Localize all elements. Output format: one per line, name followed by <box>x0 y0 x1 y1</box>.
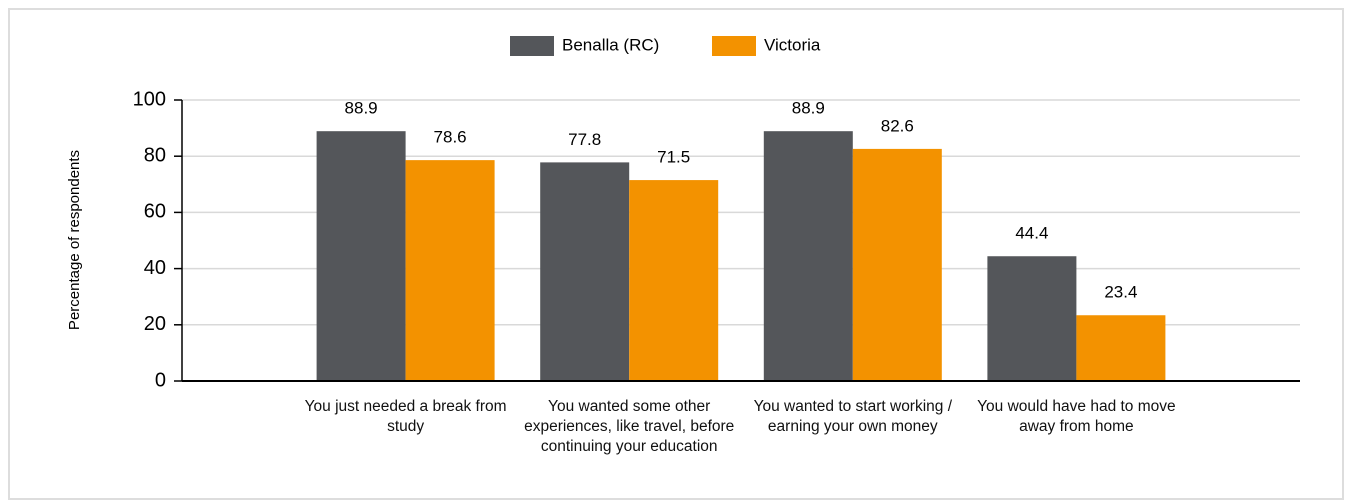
y-tick-label: 60 <box>144 201 166 223</box>
bar <box>763 131 853 381</box>
bar <box>1076 315 1166 381</box>
legend-label: Victoria <box>764 35 821 54</box>
y-tick-label: 40 <box>144 257 166 279</box>
bar <box>405 160 495 381</box>
bar <box>852 148 942 381</box>
data-label: 77.8 <box>568 130 601 149</box>
bar <box>316 131 406 381</box>
data-label: 71.5 <box>657 148 690 167</box>
data-label: 88.9 <box>345 99 378 118</box>
y-tick-label: 100 <box>133 88 166 110</box>
x-tick-label: You would have had to move away from hom… <box>977 398 1176 435</box>
legend-swatch <box>510 36 554 56</box>
data-label: 88.9 <box>792 99 825 118</box>
data-label: 23.4 <box>1104 283 1137 302</box>
y-tick-label: 20 <box>144 313 166 335</box>
legend-label: Benalla (RC) <box>562 35 659 54</box>
bar <box>540 162 630 381</box>
x-tick-label: You wanted some other experiences, like … <box>524 398 735 455</box>
bar <box>629 180 719 381</box>
x-tick-label: You just needed a break from study <box>304 398 507 435</box>
y-tick-label: 80 <box>144 144 166 166</box>
data-label: 78.6 <box>434 128 467 147</box>
legend-swatch <box>712 36 756 56</box>
bar <box>987 256 1077 381</box>
chart-frame <box>8 8 1344 500</box>
data-label: 82.6 <box>881 116 914 135</box>
data-label: 44.4 <box>1015 224 1048 243</box>
y-tick-label: 0 <box>155 369 166 391</box>
x-tick-label: You wanted to start working / earning yo… <box>753 398 953 435</box>
y-axis-label: Percentage of respondents <box>66 150 83 330</box>
